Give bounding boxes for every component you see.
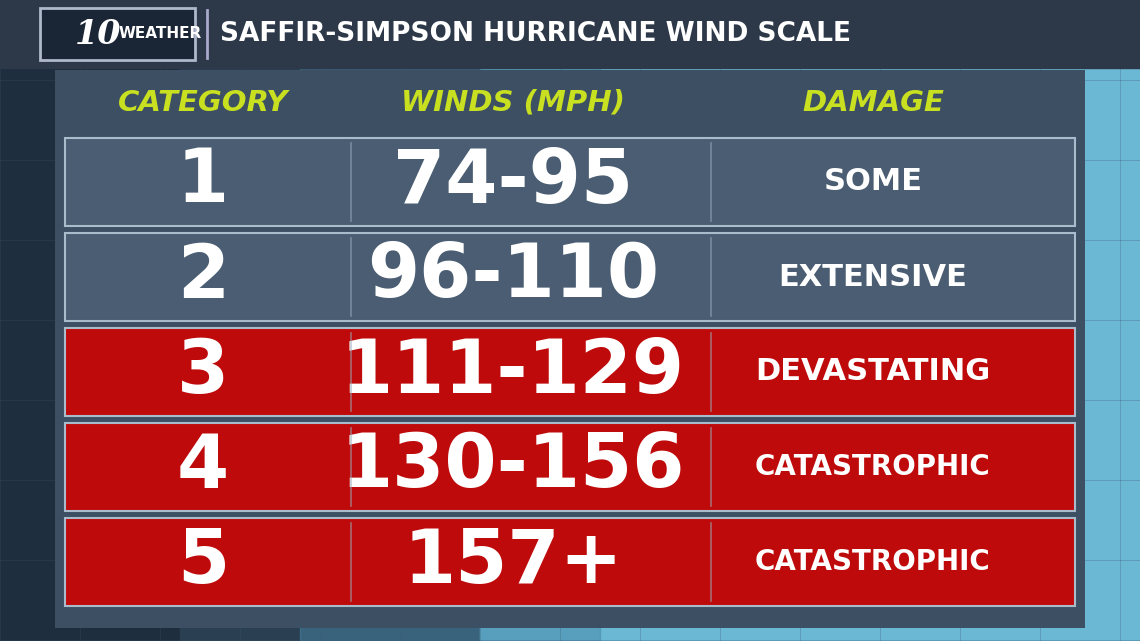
FancyBboxPatch shape: [65, 423, 1075, 511]
Text: CATASTROPHIC: CATASTROPHIC: [755, 548, 991, 576]
Text: 74-95: 74-95: [393, 146, 633, 219]
Bar: [480, 0, 1140, 641]
Text: 111-129: 111-129: [341, 335, 685, 408]
Bar: [0, 0, 180, 641]
Text: SAFFIR-SIMPSON HURRICANE WIND SCALE: SAFFIR-SIMPSON HURRICANE WIND SCALE: [220, 21, 850, 47]
Text: EXTENSIVE: EXTENSIVE: [779, 263, 968, 292]
Bar: [180, 0, 480, 641]
Text: DEVASTATING: DEVASTATING: [756, 358, 991, 387]
Text: SOME: SOME: [823, 167, 922, 197]
FancyBboxPatch shape: [65, 518, 1075, 606]
Text: 1: 1: [177, 146, 229, 219]
Bar: [0, 0, 1140, 68]
FancyBboxPatch shape: [65, 233, 1075, 321]
Text: 2: 2: [177, 240, 229, 313]
Text: 10: 10: [75, 17, 121, 51]
Text: 157+: 157+: [404, 526, 622, 599]
Text: 96-110: 96-110: [367, 240, 659, 313]
Text: 3: 3: [177, 335, 229, 408]
Bar: [55, 70, 1085, 628]
Text: 130-156: 130-156: [341, 431, 685, 503]
Text: DAMAGE: DAMAGE: [803, 89, 944, 117]
Text: CATASTROPHIC: CATASTROPHIC: [755, 453, 991, 481]
Bar: [300, 0, 600, 641]
Text: 5: 5: [177, 526, 229, 599]
FancyBboxPatch shape: [65, 328, 1075, 416]
Text: CATEGORY: CATEGORY: [117, 89, 288, 117]
Text: WEATHER: WEATHER: [119, 26, 202, 42]
Text: 4: 4: [177, 431, 229, 503]
Text: WINDS (MPH): WINDS (MPH): [401, 89, 625, 117]
FancyBboxPatch shape: [40, 8, 195, 60]
FancyBboxPatch shape: [65, 138, 1075, 226]
